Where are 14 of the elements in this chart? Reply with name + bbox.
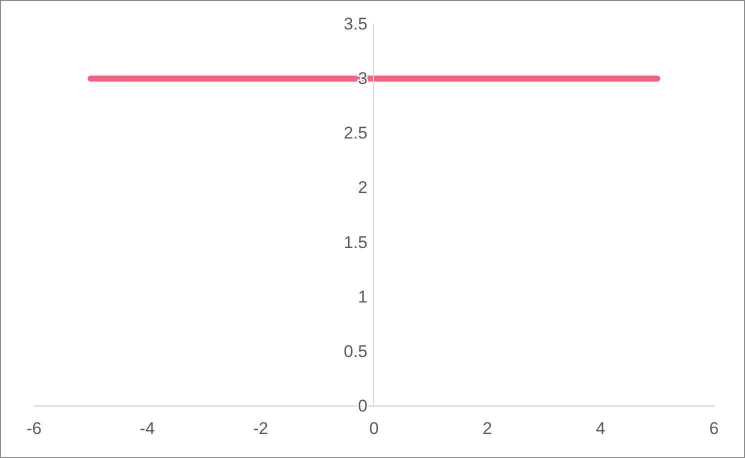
x-tick-label: 4 — [596, 419, 606, 438]
y-tick-label: 1 — [358, 287, 368, 306]
y-tick-label: 0.5 — [344, 342, 368, 361]
y-tick-label: 2.5 — [344, 124, 368, 143]
x-tick-label: -6 — [26, 419, 42, 438]
y-tick-label: 2 — [358, 178, 368, 198]
x-tick-label: -4 — [140, 419, 155, 438]
x-tick-label: 6 — [709, 419, 719, 438]
x-tick-label: 2 — [482, 419, 492, 438]
y-tick-label: 3.5 — [344, 14, 368, 34]
y-tick-label: 0 — [358, 396, 368, 416]
x-tick-label: -2 — [253, 419, 268, 438]
y-tick-label: 1.5 — [344, 232, 368, 252]
x-tick-label: 0 — [369, 419, 379, 438]
